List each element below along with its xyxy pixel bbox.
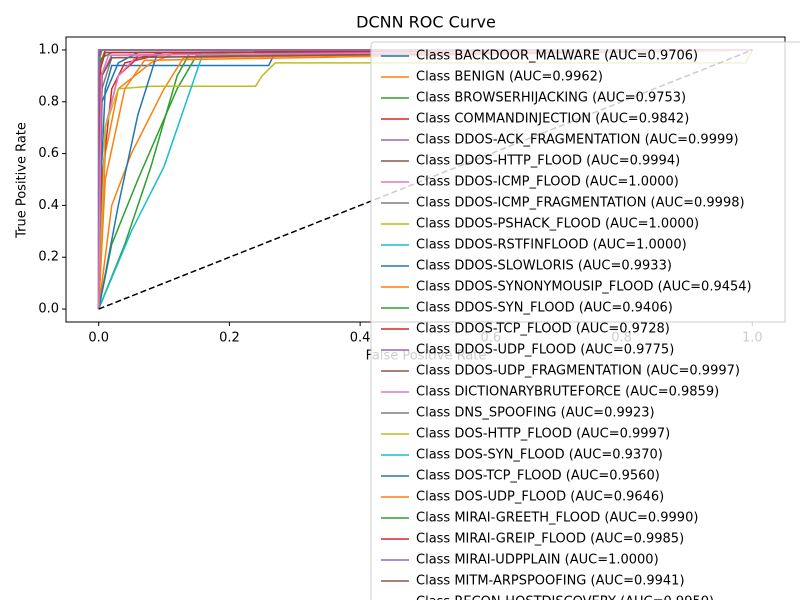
- legend-label: Class MIRAI-UDPPLAIN (AUC=1.0000): [416, 553, 659, 568]
- y-tick-label: 1.0: [38, 42, 59, 57]
- roc-line: [97, 49, 753, 310]
- legend-label: Class DDOS-SYN_FLOOD (AUC=0.9406): [416, 301, 673, 316]
- chart-title: DCNN ROC Curve: [356, 13, 496, 32]
- legend-label: Class DNS_SPOOFING (AUC=0.9923): [416, 406, 655, 421]
- legend-label: Class DDOS-SLOWLORIS (AUC=0.9933): [416, 259, 672, 274]
- legend-label: Class MIRAI-GREETH_FLOOD (AUC=0.9990): [416, 511, 698, 526]
- legend-label: Class DOS-SYN_FLOOD (AUC=0.9370): [416, 448, 663, 463]
- y-tick-label: 0.2: [38, 250, 59, 265]
- legend-label: Class DDOS-UDP_FLOOD (AUC=0.9775): [416, 343, 674, 358]
- legend-label: Class MIRAI-GREIP_FLOOD (AUC=0.9985): [416, 532, 684, 547]
- legend-label: Class BACKDOOR_MALWARE (AUC=0.9706): [416, 49, 698, 64]
- y-tick-label: 0.6: [38, 146, 59, 161]
- legend-label: Class DDOS-ICMP_FLOOD (AUC=1.0000): [416, 175, 679, 190]
- legend-box: [370, 41, 800, 600]
- legend-label: Class DDOS-UDP_FRAGMENTATION (AUC=0.9997…: [416, 364, 740, 379]
- legend-label: Class DDOS-ICMP_FRAGMENTATION (AUC=0.999…: [416, 196, 745, 211]
- legend-label: Class BROWSERHIJACKING (AUC=0.9753): [416, 91, 686, 106]
- legend-label: Class DOS-TCP_FLOOD (AUC=0.9560): [416, 469, 660, 484]
- y-axis-label: True Positive Rate: [15, 122, 30, 239]
- x-tick-label: 0.4: [350, 331, 371, 346]
- x-tick-label: 0.0: [88, 331, 109, 346]
- legend-label: Class DDOS-TCP_FLOOD (AUC=0.9728): [416, 322, 670, 337]
- legend-label: Class DDOS-RSTFINFLOOD (AUC=1.0000): [416, 238, 687, 253]
- legend-label: Class DDOS-HTTP_FLOOD (AUC=0.9994): [416, 154, 680, 169]
- x-tick-label: 0.2: [219, 331, 240, 346]
- legend-label: Class DOS-HTTP_FLOOD (AUC=0.9997): [416, 427, 670, 442]
- legend-label: Class DDOS-ACK_FRAGMENTATION (AUC=0.9999…: [416, 133, 739, 148]
- legend-label: Class MITM-ARPSPOOFING (AUC=0.9941): [416, 574, 685, 589]
- legend-label: Class DICTIONARYBRUTEFORCE (AUC=0.9859): [416, 385, 719, 400]
- legend-label: Class RECON-HOSTDISCOVERY (AUC=0.9950): [416, 595, 714, 600]
- legend-label: Class DOS-UDP_FLOOD (AUC=0.9646): [416, 490, 664, 505]
- y-tick-label: 0.8: [38, 94, 59, 109]
- legend-label: Class DDOS-PSHACK_FLOOD (AUC=1.0000): [416, 217, 699, 232]
- legend-label: Class BENIGN (AUC=0.9962): [416, 70, 603, 85]
- y-tick-label: 0.4: [38, 198, 59, 213]
- y-tick-label: 0.0: [38, 302, 59, 317]
- legend-label: Class DDOS-SYNONYMOUSIP_FLOOD (AUC=0.945…: [416, 280, 752, 295]
- legend-label: Class COMMANDINJECTION (AUC=0.9842): [416, 112, 689, 127]
